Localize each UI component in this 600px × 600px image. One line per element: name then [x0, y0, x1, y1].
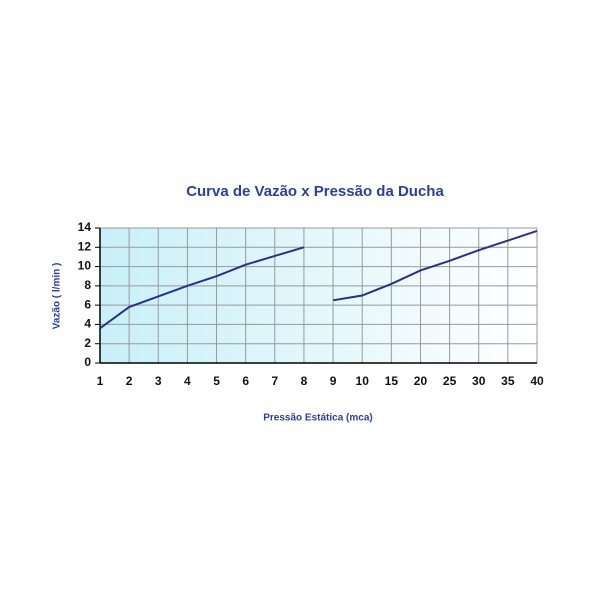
x-tick-label: 40 [530, 374, 544, 388]
x-tick-label: 8 [301, 374, 308, 388]
x-tick-label: 2 [126, 374, 133, 388]
x-tick-label: 4 [184, 374, 191, 388]
y-tick-label: 14 [78, 220, 92, 234]
y-tick-label: 6 [84, 297, 91, 311]
x-tick-label: 3 [155, 374, 162, 388]
y-tick-label: 12 [78, 239, 92, 253]
x-tick-label: 35 [501, 374, 515, 388]
chart-title: Curva de Vazão x Pressão da Ducha [186, 183, 444, 200]
y-tick-label: 8 [84, 278, 91, 292]
x-tick-label: 5 [213, 374, 220, 388]
x-tick-label: 9 [330, 374, 337, 388]
y-tick-label: 10 [78, 259, 92, 273]
x-axis-label: Pressão Estática (mca) [263, 413, 373, 424]
x-tick-label: 15 [385, 374, 399, 388]
y-tick-label: 2 [84, 336, 91, 350]
x-tick-label: 6 [242, 374, 249, 388]
data-line [332, 229, 538, 302]
x-tick-label: 1 [97, 374, 104, 388]
data-line [99, 246, 305, 330]
x-tick-label: 30 [472, 374, 486, 388]
x-tick-label: 7 [271, 374, 278, 388]
y-tick-label: 4 [84, 317, 91, 331]
x-tick-label: 25 [443, 374, 457, 388]
y-axis-label: Vazão ( l/min ) [52, 263, 63, 330]
plot-area [100, 228, 537, 363]
x-tick-label: 20 [414, 374, 428, 388]
x-tick-label: 10 [356, 374, 370, 388]
y-tick-label: 0 [84, 355, 91, 369]
